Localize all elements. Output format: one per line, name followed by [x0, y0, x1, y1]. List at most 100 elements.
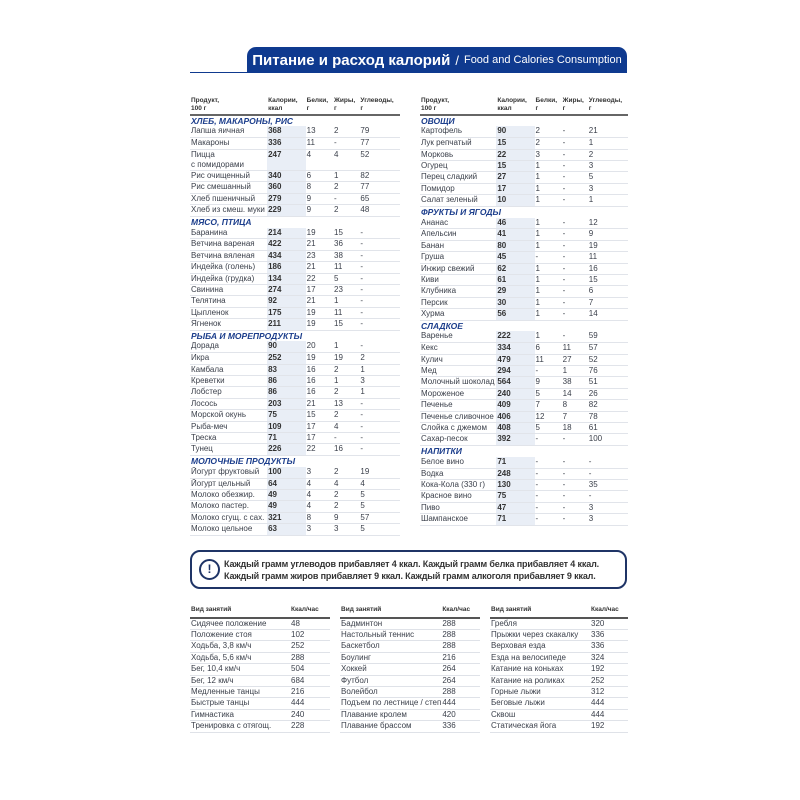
- fat-value: -: [561, 171, 588, 184]
- fat-value: 16: [333, 443, 360, 456]
- kcal-per-hour-value: 288: [441, 640, 480, 653]
- table-row: Белое вино 71- - -: [420, 456, 628, 469]
- section-row: СЛАДКОЕ: [420, 320, 628, 331]
- calories-value: 274: [267, 284, 306, 297]
- fat-value: 38: [561, 376, 588, 389]
- product-name: Тунец: [190, 443, 268, 456]
- fat-value: 2: [333, 204, 360, 217]
- fat-value: 4: [333, 149, 360, 172]
- calories-value: 15: [496, 160, 535, 173]
- calories-value: 71: [496, 456, 535, 469]
- protein-value: 1: [534, 160, 562, 173]
- product-name: Телятина: [190, 295, 268, 308]
- fat-value: -: [561, 285, 588, 298]
- protein-value: -: [534, 468, 562, 481]
- carbs-value: 78: [587, 411, 628, 424]
- product-name: Рыба-меч: [190, 421, 268, 434]
- carbs-value: -: [359, 421, 400, 434]
- fat-value: 36: [333, 238, 360, 251]
- table-row: Плавание брассом 336: [340, 720, 480, 733]
- kcal-per-hour-value: 192: [590, 663, 628, 676]
- fat-value: 38: [333, 250, 360, 263]
- protein-value: 22: [305, 443, 334, 456]
- fat-value: 15: [333, 227, 360, 240]
- table-row: Морковь 22 3-2: [420, 149, 628, 162]
- product-name: Дорада: [190, 341, 268, 354]
- fat-value: -: [561, 228, 588, 241]
- calories-value: 214: [267, 227, 306, 240]
- calories-value: 49: [267, 500, 306, 513]
- kcal-per-hour-column-header: Ккал/час: [441, 605, 480, 619]
- calories-value: 434: [267, 250, 306, 263]
- section-row: НАПИТКИ: [420, 445, 628, 456]
- fat-value: 1: [333, 375, 360, 388]
- calories-value: 22: [496, 149, 535, 162]
- protein-value: -: [534, 513, 562, 526]
- product-name: Лук репчатый: [420, 137, 497, 150]
- calories-value: 75: [496, 490, 535, 503]
- fat-value: -: [561, 308, 588, 321]
- calories-column-header: Калории, ккал: [267, 96, 306, 116]
- kcal-per-hour-value: 264: [441, 675, 480, 687]
- carbs-value: -: [587, 456, 628, 469]
- fat-value: 11: [561, 342, 588, 355]
- carbs-value: -: [359, 409, 400, 422]
- protein-value: 17: [305, 284, 334, 297]
- carbs-value: 100: [587, 433, 628, 446]
- kcal-per-hour-value: 420: [441, 709, 480, 722]
- table-row: Сидячее положение 48: [190, 618, 330, 630]
- calories-value: 83: [267, 364, 306, 377]
- table-row: Прыжки через скакалку 336: [490, 629, 628, 642]
- product-name: Икра: [190, 352, 268, 365]
- product-name: Персик: [420, 297, 497, 310]
- fat-value: 2: [333, 409, 360, 422]
- page-subtitle: Food and Calories Consumption: [463, 54, 622, 66]
- fat-value: -: [561, 433, 588, 446]
- kcal-per-hour-value: 444: [441, 697, 480, 710]
- protein-value: 4: [305, 489, 334, 502]
- table-header-row: Вид занятий Ккал/час: [190, 605, 330, 619]
- section-title: РЫБА И МОРЕПРОДУКТЫ: [191, 330, 303, 341]
- protein-value: 9: [305, 204, 334, 217]
- protein-value: 23: [305, 250, 334, 263]
- calories-value: 240: [496, 388, 535, 401]
- activity-name: Гребля: [490, 618, 590, 630]
- fat-value: 27: [561, 354, 588, 367]
- calories-value: 90: [267, 341, 306, 354]
- calories-value: 334: [496, 342, 535, 355]
- product-name: Печенье: [420, 399, 497, 412]
- table-row: Ананас 46 1-12: [420, 217, 628, 230]
- table-row: Красное вино 75- - -: [420, 490, 628, 503]
- carbs-value: 61: [587, 422, 628, 435]
- activity-name: Настольный теннис: [340, 629, 442, 642]
- product-name: Водка: [420, 468, 497, 481]
- product-name: Мед: [420, 365, 497, 378]
- table-row: Волейбол 288: [340, 686, 480, 699]
- calories-value: 63: [267, 523, 306, 536]
- calories-value: 186: [267, 261, 306, 274]
- carbs-value: -: [359, 398, 400, 411]
- fat-value: 4: [333, 478, 360, 491]
- calories-value: 71: [496, 513, 535, 526]
- table-row: Ветчина вяленая 434 23 38-: [190, 250, 400, 263]
- table-row: Ходьба, 3,8 км/ч 252: [190, 640, 330, 653]
- table-row: Гимнастика 240: [190, 709, 330, 722]
- table-row: Молоко обезжир. 49 4 2 5: [190, 489, 400, 502]
- fat-value: -: [561, 331, 588, 344]
- section-row: ФРУКТЫ И ЯГОДЫ: [420, 206, 628, 217]
- fat-value: 2: [333, 181, 360, 194]
- activity-name: Быстрые танцы: [190, 697, 290, 710]
- table-row: Езда на велосипеде 324: [490, 652, 628, 665]
- calories-value: 279: [267, 193, 306, 206]
- table-row: Креветки 86 16 1 3: [190, 375, 400, 388]
- section-title: МОЛОЧНЫЕ ПРОДУКТЫ: [191, 455, 296, 466]
- fat-value: -: [561, 194, 588, 207]
- section-title: ОВОЩИ: [421, 116, 455, 126]
- table-row: Печенье сливочное 406 12 7 78: [420, 411, 628, 424]
- calories-value: 175: [267, 307, 306, 320]
- calories-value: 368: [267, 126, 306, 139]
- table-row: Апельсин 41 1-9: [420, 228, 628, 241]
- fat-value: -: [561, 490, 588, 503]
- calories-value: 86: [267, 375, 306, 388]
- table-row: Пицца с помидорами 247 4 4 52: [190, 149, 400, 172]
